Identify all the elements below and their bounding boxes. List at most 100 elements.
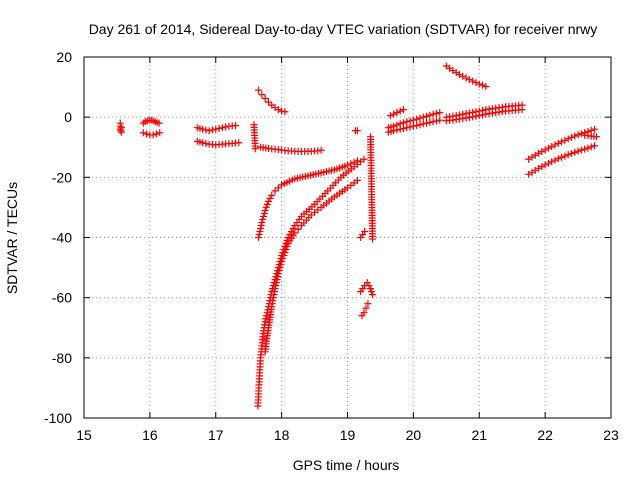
y-tick-label: -100 xyxy=(44,410,72,426)
data-point xyxy=(286,230,294,238)
data-point xyxy=(390,110,398,118)
data-point xyxy=(274,106,282,114)
series-arc-13 xyxy=(357,227,369,241)
data-point xyxy=(279,255,287,263)
data-point xyxy=(344,161,351,169)
data-point xyxy=(284,234,292,241)
data-point xyxy=(574,147,582,155)
data-point xyxy=(584,144,592,152)
data-point xyxy=(475,80,483,88)
data-point xyxy=(423,119,431,127)
data-point xyxy=(538,148,546,156)
data-point xyxy=(215,124,223,132)
series-arc-20 xyxy=(442,62,490,90)
y-axis-label: SDTVAR / TECUs xyxy=(4,182,20,294)
data-point xyxy=(258,91,266,99)
data-point xyxy=(205,127,213,135)
data-point xyxy=(472,112,480,120)
data-point xyxy=(571,132,579,140)
x-tick-label: 16 xyxy=(142,427,158,443)
data-point xyxy=(149,131,157,139)
data-point xyxy=(369,235,377,243)
data-point xyxy=(561,152,569,160)
series-arc-18 xyxy=(384,109,444,132)
data-point xyxy=(262,203,270,211)
data-point xyxy=(535,149,543,157)
data-point xyxy=(222,123,230,131)
series-arc-8 xyxy=(257,143,325,155)
data-point xyxy=(462,114,470,122)
grid-lines xyxy=(84,57,611,418)
data-point xyxy=(479,81,487,89)
data-point xyxy=(212,125,220,133)
data-point xyxy=(538,163,546,171)
data-point xyxy=(260,212,268,220)
data-point xyxy=(396,107,404,115)
x-tick-label: 19 xyxy=(340,427,356,443)
series-arc-7 xyxy=(255,86,289,116)
data-point xyxy=(116,125,124,133)
data-point xyxy=(369,291,377,299)
data-point xyxy=(259,215,267,223)
data-point xyxy=(416,121,424,129)
data-point xyxy=(413,121,421,129)
data-point xyxy=(255,230,263,238)
x-tick-label: 18 xyxy=(274,427,290,443)
data-point xyxy=(535,164,543,172)
series-arc-1 xyxy=(116,119,126,136)
data-point xyxy=(469,77,477,85)
data-point xyxy=(591,125,599,133)
data-point xyxy=(156,129,164,137)
data-point xyxy=(360,155,368,163)
data-point xyxy=(399,106,407,114)
series-arc-2 xyxy=(139,116,163,127)
data-point xyxy=(554,155,562,163)
data-point xyxy=(393,126,401,134)
x-tick-label: 22 xyxy=(537,427,553,443)
data-point xyxy=(139,129,147,137)
data-point xyxy=(429,118,437,126)
x-tick-label: 15 xyxy=(76,427,92,443)
series-arc-12 xyxy=(351,127,361,135)
data-point xyxy=(268,191,276,199)
series-arc-5 xyxy=(193,137,243,149)
data-point xyxy=(436,109,444,117)
data-point xyxy=(271,285,279,293)
data-point xyxy=(413,115,421,123)
data-point xyxy=(403,118,411,126)
data-point xyxy=(432,109,440,117)
data-point xyxy=(399,124,407,132)
x-axis-label: GPS time / hours xyxy=(293,457,400,473)
data-point xyxy=(419,113,427,121)
data-point xyxy=(409,122,417,130)
data-point xyxy=(276,264,284,272)
data-point xyxy=(155,119,163,127)
data-point xyxy=(406,117,414,125)
data-point xyxy=(152,130,160,138)
series-arc-10 xyxy=(254,155,368,410)
data-point xyxy=(274,184,282,192)
data-point xyxy=(263,200,271,208)
data-point xyxy=(278,258,286,266)
data-point xyxy=(255,86,263,94)
data-point xyxy=(571,148,579,156)
data-point xyxy=(406,123,414,131)
y-tick-label: 20 xyxy=(56,49,72,65)
data-point xyxy=(409,116,417,124)
data-point xyxy=(419,120,427,128)
series-arc-22 xyxy=(442,106,526,125)
data-point xyxy=(257,221,265,229)
data-point xyxy=(202,126,210,134)
data-point xyxy=(386,112,394,120)
data-point xyxy=(518,106,526,114)
data-point xyxy=(274,270,282,278)
data-point xyxy=(469,113,477,121)
data-point xyxy=(257,224,265,232)
data-point xyxy=(361,227,369,235)
data-point xyxy=(261,95,269,103)
data-point xyxy=(266,194,274,202)
chart-title: Day 261 of 2014, Sidereal Day-to-day VTE… xyxy=(89,21,598,37)
y-tick-label: 0 xyxy=(64,109,72,125)
data-point xyxy=(591,142,599,150)
data-point xyxy=(462,74,470,82)
